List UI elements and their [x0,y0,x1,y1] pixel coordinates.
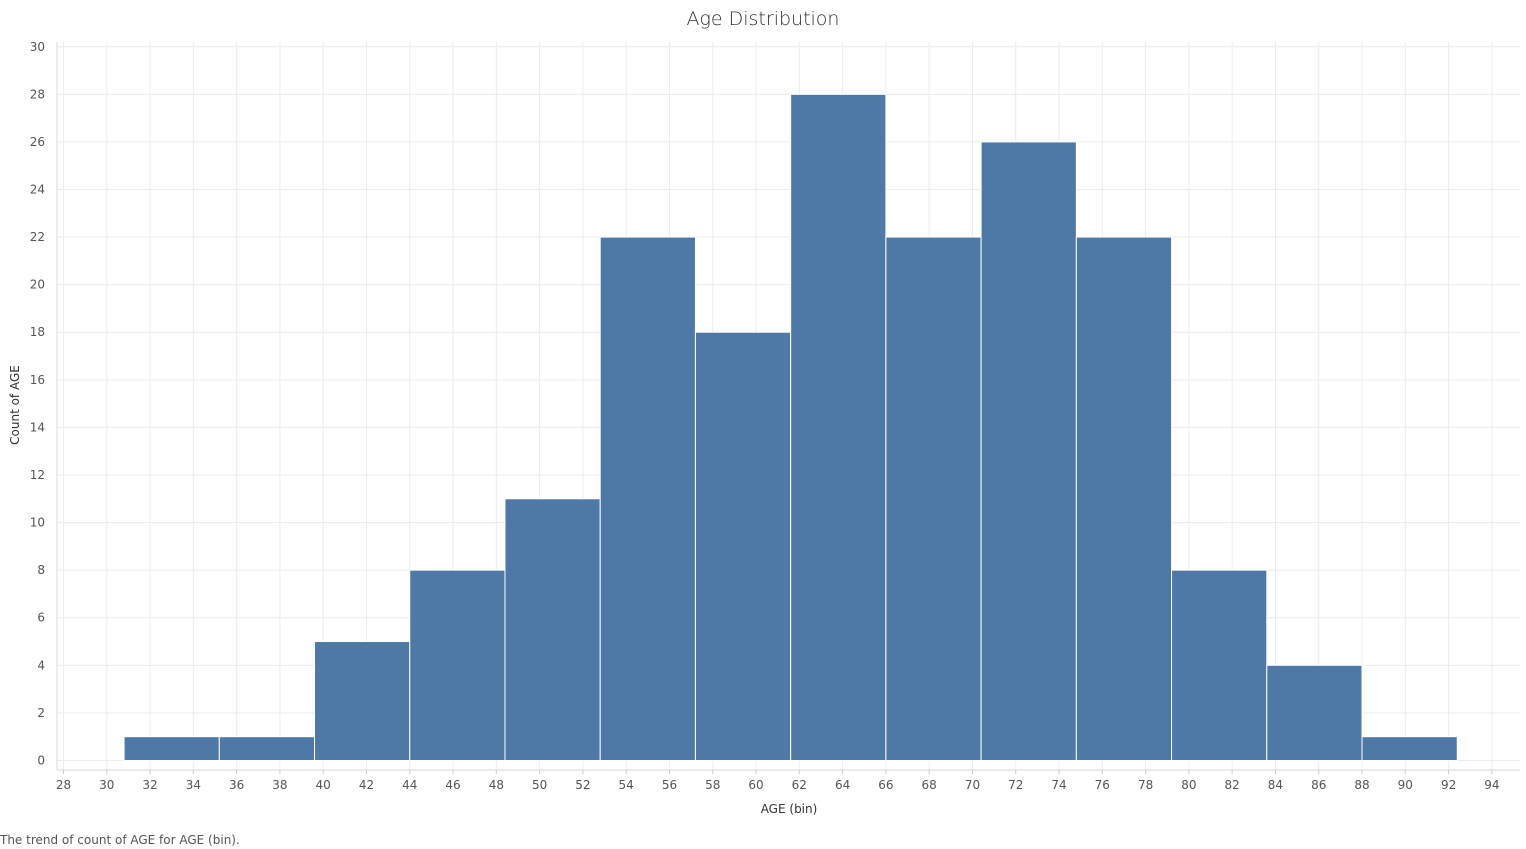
x-tick-label: 32 [142,778,157,792]
x-tick-label: 52 [575,778,590,792]
histogram-bar[interactable] [980,141,1077,761]
histogram-bar[interactable] [504,498,601,761]
x-tick-label: 84 [1268,778,1283,792]
x-tick-label: 60 [748,778,763,792]
x-tick-label: 30 [99,778,114,792]
histogram-bar[interactable] [409,569,506,761]
x-tick-label: 54 [619,778,634,792]
x-tick-label: 66 [878,778,893,792]
histogram-bar[interactable] [885,236,982,761]
histogram-bar[interactable] [599,236,696,761]
x-tick-label: 40 [316,778,331,792]
y-tick-label: 20 [30,278,45,292]
x-tick-label: 56 [662,778,677,792]
y-tick-label: 28 [30,87,45,101]
histogram-bar[interactable] [314,641,411,761]
x-tick-label: 80 [1181,778,1196,792]
x-tick-label: 36 [229,778,244,792]
y-tick-label: 2 [37,706,45,720]
x-tick-label: 64 [835,778,850,792]
y-tick-label: 4 [37,658,45,672]
x-tick-label: 74 [1051,778,1066,792]
y-tick-label: 30 [30,40,45,54]
x-tick-label: 62 [792,778,807,792]
x-tick-label: 70 [965,778,980,792]
x-tick-label: 82 [1225,778,1240,792]
histogram-bar[interactable] [694,331,792,761]
x-tick-label: 92 [1441,778,1456,792]
histogram-bar[interactable] [123,736,220,761]
histogram-bar[interactable] [1171,569,1268,761]
y-tick-label: 0 [37,753,45,767]
x-tick-label: 28 [56,778,71,792]
x-tick-label: 86 [1311,778,1326,792]
x-tick-label: 34 [186,778,201,792]
y-tick-label: 8 [37,563,45,577]
x-tick-label: 46 [445,778,460,792]
bars [123,93,1458,761]
y-tick-label: 26 [30,135,45,149]
y-axis-title: Count of AGE [8,365,22,445]
histogram-bar[interactable] [1266,664,1363,761]
x-tick-label: 42 [359,778,374,792]
x-tick-label: 72 [1008,778,1023,792]
x-tick-label: 88 [1354,778,1369,792]
y-tick-label: 18 [30,325,45,339]
x-tick-label: 78 [1138,778,1153,792]
histogram-bar[interactable] [1075,236,1173,761]
y-tick-label: 6 [37,611,45,625]
x-tick-label: 90 [1398,778,1413,792]
x-tick-label: 94 [1484,778,1499,792]
histogram-bar[interactable] [790,93,887,761]
histogram-bar[interactable] [218,736,316,761]
y-tick-label: 10 [30,516,45,530]
y-tick-label: 14 [30,420,45,434]
y-tick-label: 16 [30,373,45,387]
y-tick-label: 22 [30,230,45,244]
chart-title: Age Distribution [686,8,840,30]
x-tick-label: 50 [532,778,547,792]
x-tick-label: 44 [402,778,417,792]
x-tick-label: 76 [1095,778,1110,792]
histogram-bar[interactable] [1361,736,1458,761]
y-tick-label: 12 [30,468,45,482]
x-tick-label: 38 [272,778,287,792]
axes: 28 30 32 34 36 38 40 42 44 46 48 50 52 54 56 58 60 62 64 66… [30,40,1520,792]
x-tick-label: 68 [922,778,937,792]
chart-caption: The trend of count of AGE for AGE (bin). [0,833,240,847]
y-tick-label: 24 [30,183,45,197]
x-tick-label: 58 [705,778,720,792]
x-axis-title: AGE (bin) [761,802,818,816]
x-tick-label: 48 [489,778,504,792]
